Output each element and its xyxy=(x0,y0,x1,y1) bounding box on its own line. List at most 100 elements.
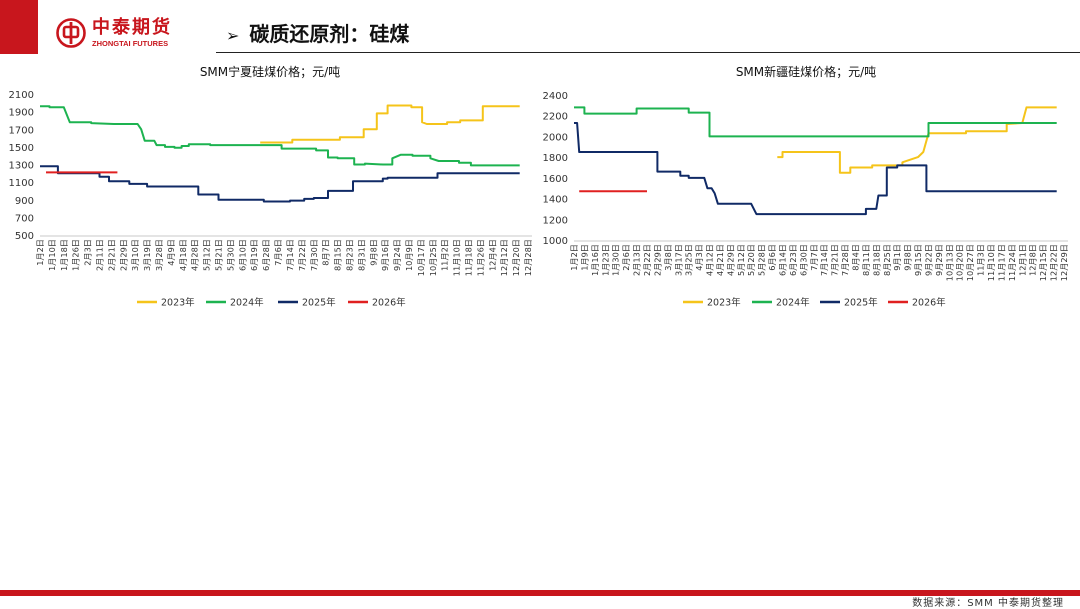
x-tick-label: 7月21日 xyxy=(830,244,840,276)
header-divider xyxy=(216,52,1080,53)
x-tick-label: 11月17日 xyxy=(996,244,1006,281)
x-tick-label: 10月27日 xyxy=(965,244,975,281)
x-tick-label: 3月25日 xyxy=(684,244,694,276)
x-tick-label: 1月10日 xyxy=(47,239,57,271)
x-tick-label: 11月24日 xyxy=(1007,244,1017,281)
x-tick-label: 2月3日 xyxy=(83,239,93,266)
x-tick-label: 3月17日 xyxy=(673,244,683,276)
legend-label: 2023年 xyxy=(707,297,741,309)
x-tick-label: 9月8日 xyxy=(368,239,378,266)
y-tick-label: 2100 xyxy=(9,90,34,101)
x-tick-label: 1月9日 xyxy=(579,244,589,271)
y-tick-label: 2000 xyxy=(543,132,568,143)
x-tick-label: 4月12日 xyxy=(705,244,715,276)
x-tick-label: 11月26日 xyxy=(475,239,485,276)
y-tick-label: 1000 xyxy=(543,236,568,247)
x-tick-label: 10月9日 xyxy=(404,239,414,271)
x-tick-label: 10月13日 xyxy=(944,244,954,281)
series-line-2024年 xyxy=(574,106,1057,138)
arrow-bullet-icon: ➢ xyxy=(226,26,240,45)
x-tick-label: 5月28日 xyxy=(757,244,767,276)
x-tick-label: 12月29日 xyxy=(1059,244,1069,281)
y-tick-label: 1600 xyxy=(543,174,568,185)
x-tick-label: 6月14日 xyxy=(778,244,788,276)
legend-label: 2024年 xyxy=(776,297,810,309)
x-tick-label: 3月8日 xyxy=(663,244,673,271)
y-tick-label: 500 xyxy=(15,231,34,242)
xinjiang-price-chart: SMM新疆硅煤价格；元/吨 1000 1200 1400 1600 1800 2000 220… xyxy=(543,64,1069,309)
x-tick-label: 11月10日 xyxy=(452,239,462,276)
y-tick-label: 1300 xyxy=(9,161,34,172)
y-tick-label: 1900 xyxy=(9,108,34,119)
x-tick-label: 3月19日 xyxy=(142,239,152,271)
x-tick-label: 6月23日 xyxy=(788,244,798,276)
y-tick-label: 2200 xyxy=(543,112,568,123)
x-tick-label: 9月22日 xyxy=(923,244,933,276)
x-tick-label: 7月7日 xyxy=(809,244,819,271)
x-tick-label: 7月14日 xyxy=(285,239,295,271)
x-tick-label: 4月9日 xyxy=(166,239,176,266)
x-tick-label: 6月30日 xyxy=(798,244,808,276)
x-tick-label: 5月12日 xyxy=(736,244,746,276)
x-tick-label: 12月1日 xyxy=(1017,244,1027,276)
x-tick-label: 10月17日 xyxy=(416,239,426,276)
x-tick-label: 11月3日 xyxy=(976,244,986,276)
zhongtai-logo-icon xyxy=(56,18,86,48)
x-tick-label: 8月25日 xyxy=(882,244,892,276)
x-tick-label: 9月15日 xyxy=(913,244,923,276)
ningxia-price-chart: SMM宁夏硅煤价格；元/吨 500 700 900 1100 1300 1500 1700 19… xyxy=(9,64,533,309)
chart-title: SMM新疆硅煤价格；元/吨 xyxy=(736,64,876,79)
x-tick-label: 2月21日 xyxy=(106,239,116,271)
x-tick-label: 6月10日 xyxy=(237,239,247,271)
x-tick-label: 1月16日 xyxy=(590,244,600,276)
page-title: ➢ 碳质还原剂：硅煤 xyxy=(226,18,409,47)
series-line-2025年 xyxy=(574,122,1057,216)
x-tick-label: 3月10日 xyxy=(130,239,140,271)
logo-chinese-name: 中泰期货 xyxy=(92,16,172,38)
x-tick-label: 2月22日 xyxy=(642,244,652,276)
x-tick-label: 11月18日 xyxy=(463,239,473,276)
x-tick-label: 12月15日 xyxy=(1038,244,1048,281)
x-tick-label: 5月30日 xyxy=(225,239,235,271)
x-tick-label: 4月3日 xyxy=(694,244,704,271)
x-tick-label: 4月28日 xyxy=(190,239,200,271)
x-tick-label: 11月10日 xyxy=(986,244,996,281)
x-tick-label: 6月28日 xyxy=(261,239,271,271)
x-tick-label: 2月29日 xyxy=(652,244,662,276)
x-tick-label: 12月22日 xyxy=(1049,244,1059,281)
x-tick-label: 5月20日 xyxy=(746,244,756,276)
y-tick-label: 1700 xyxy=(9,125,34,136)
x-tick-label: 8月15日 xyxy=(333,239,343,271)
company-logo: 中泰期货 ZHONGTAI FUTURES xyxy=(56,14,172,52)
x-tick-label: 1月2日 xyxy=(35,239,45,266)
x-tick-label: 10月25日 xyxy=(428,239,438,276)
y-tick-label: 700 xyxy=(15,213,34,224)
y-tick-label: 1200 xyxy=(543,215,568,226)
x-tick-label: 4月29日 xyxy=(725,244,735,276)
y-tick-label: 1400 xyxy=(543,195,568,206)
legend-label: 2026年 xyxy=(372,297,406,309)
x-tick-label: 8月4日 xyxy=(850,244,860,271)
x-tick-label: 12月4日 xyxy=(487,239,497,271)
x-tick-label: 12月28日 xyxy=(523,239,533,276)
x-tick-label: 1月2日 xyxy=(569,244,579,271)
x-tick-label: 7月22日 xyxy=(297,239,307,271)
x-tick-label: 6月19日 xyxy=(249,239,259,271)
footer-red-bar xyxy=(0,590,1080,596)
x-tick-label: 9月24日 xyxy=(392,239,402,271)
y-tick-label: 1100 xyxy=(9,178,34,189)
x-tick-label: 2月11日 xyxy=(95,239,105,271)
x-tick-label: 3月28日 xyxy=(154,239,164,271)
x-tick-label: 9月1日 xyxy=(892,244,902,271)
series-line-2025年 xyxy=(40,165,520,203)
series-line-2023年 xyxy=(777,106,1057,174)
series-line-2023年 xyxy=(260,104,520,144)
x-tick-label: 10月20日 xyxy=(955,244,965,281)
x-tick-label: 1月30日 xyxy=(611,244,621,276)
legend-label: 2025年 xyxy=(844,297,878,309)
x-tick-label: 5月21日 xyxy=(214,239,224,271)
x-tick-label: 2月6日 xyxy=(621,244,631,271)
x-tick-label: 4月21日 xyxy=(715,244,725,276)
x-tick-label: 9月8日 xyxy=(903,244,913,271)
x-tick-label: 7月30日 xyxy=(309,239,319,271)
